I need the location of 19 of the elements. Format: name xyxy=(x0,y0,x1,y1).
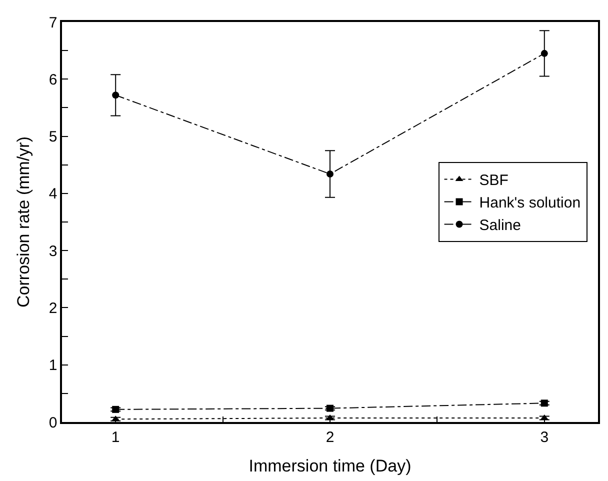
legend-label: SBF xyxy=(479,172,508,190)
y-tick-label: 3 xyxy=(48,242,58,260)
x-tick-label: 1 xyxy=(111,428,120,446)
y-tick-label: 7 xyxy=(48,14,58,32)
y-tick-label: 6 xyxy=(48,71,58,88)
y-axis-title: Corrosion rate (mm/yr) xyxy=(14,136,33,308)
y-tick-label: 1 xyxy=(48,357,58,374)
x-tick-label: 3 xyxy=(540,428,549,446)
legend-label: Saline xyxy=(479,217,521,234)
legend-label: Hank's solution xyxy=(479,194,581,212)
y-tick-label: 0 xyxy=(48,414,58,432)
y-tick-label: 5 xyxy=(48,128,58,146)
point xyxy=(112,92,120,99)
x-axis-title: Immersion time (Day) xyxy=(248,456,412,476)
y-tick-label: 4 xyxy=(48,186,58,203)
x-tick-label: 2 xyxy=(326,428,334,446)
point xyxy=(326,170,334,178)
point xyxy=(540,50,548,57)
y-tick-label: 2 xyxy=(48,300,58,317)
